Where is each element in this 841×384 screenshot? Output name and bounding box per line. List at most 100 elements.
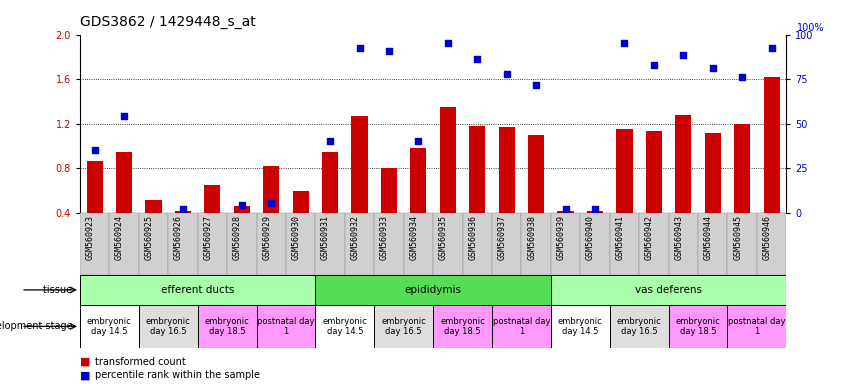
Point xyxy=(117,113,130,119)
Bar xyxy=(227,213,257,275)
Bar xyxy=(551,275,786,305)
Text: embryonic
day 18.5: embryonic day 18.5 xyxy=(675,317,721,336)
Bar xyxy=(87,161,103,213)
Point xyxy=(352,45,366,51)
Point xyxy=(382,48,395,55)
Text: GDS3862 / 1429448_s_at: GDS3862 / 1429448_s_at xyxy=(80,15,256,29)
Text: embryonic
day 18.5: embryonic day 18.5 xyxy=(440,317,485,336)
Text: percentile rank within the sample: percentile rank within the sample xyxy=(95,370,260,380)
Bar xyxy=(404,213,433,275)
Text: GSM560945: GSM560945 xyxy=(733,215,742,260)
Point xyxy=(529,82,542,88)
Bar xyxy=(705,133,721,213)
Point xyxy=(235,202,248,209)
Bar xyxy=(116,152,132,213)
Bar xyxy=(727,305,786,348)
Bar xyxy=(492,305,551,348)
Text: embryonic
day 16.5: embryonic day 16.5 xyxy=(145,317,191,336)
Text: GSM560923: GSM560923 xyxy=(86,215,94,260)
Point xyxy=(676,51,690,58)
Bar xyxy=(727,213,757,275)
Text: ■: ■ xyxy=(80,370,90,380)
Bar xyxy=(433,305,492,348)
Bar xyxy=(734,124,750,213)
Bar xyxy=(410,148,426,213)
Text: development stage: development stage xyxy=(0,321,76,331)
Text: GSM560939: GSM560939 xyxy=(557,215,565,260)
Text: vas deferens: vas deferens xyxy=(635,285,702,295)
Point xyxy=(735,74,748,80)
Bar xyxy=(463,213,492,275)
Bar xyxy=(352,116,368,213)
Bar xyxy=(639,213,669,275)
Bar xyxy=(234,207,250,213)
Bar xyxy=(558,211,574,213)
Bar xyxy=(698,213,727,275)
Point xyxy=(87,146,101,152)
Bar xyxy=(80,213,109,275)
Bar xyxy=(198,213,227,275)
Text: embryonic
day 16.5: embryonic day 16.5 xyxy=(616,317,662,336)
Bar xyxy=(646,131,662,213)
Bar xyxy=(198,305,257,348)
Bar xyxy=(374,213,404,275)
Text: GSM560938: GSM560938 xyxy=(527,215,537,260)
Bar xyxy=(168,213,198,275)
Bar xyxy=(109,213,139,275)
Point xyxy=(617,40,631,46)
Point xyxy=(264,200,278,206)
Point xyxy=(647,61,660,68)
Text: GSM560944: GSM560944 xyxy=(704,215,712,260)
Bar xyxy=(139,213,168,275)
Bar xyxy=(551,305,610,348)
Bar xyxy=(286,213,315,275)
Bar xyxy=(257,213,286,275)
Bar xyxy=(263,166,279,213)
Bar xyxy=(315,305,374,348)
Bar xyxy=(499,127,515,213)
Point xyxy=(706,65,719,71)
Bar xyxy=(293,191,309,213)
Point xyxy=(558,205,572,212)
Bar xyxy=(669,213,698,275)
Text: postnatal day
1: postnatal day 1 xyxy=(257,317,315,336)
Text: GSM560941: GSM560941 xyxy=(616,215,624,260)
Bar xyxy=(80,305,139,348)
Text: embryonic
day 14.5: embryonic day 14.5 xyxy=(322,317,368,336)
Text: GSM560942: GSM560942 xyxy=(645,215,654,260)
Text: efferent ducts: efferent ducts xyxy=(161,285,235,295)
Bar xyxy=(616,129,632,213)
Text: GSM560935: GSM560935 xyxy=(439,215,447,260)
Bar xyxy=(315,213,345,275)
Text: GSM560934: GSM560934 xyxy=(410,215,419,260)
Point xyxy=(411,137,425,144)
Bar xyxy=(139,305,198,348)
Bar xyxy=(315,275,551,305)
Bar xyxy=(433,213,463,275)
Bar xyxy=(440,107,456,213)
Point xyxy=(588,205,601,212)
Bar xyxy=(145,200,161,213)
Point xyxy=(176,205,189,212)
Text: GSM560929: GSM560929 xyxy=(262,215,271,260)
Bar xyxy=(521,213,551,275)
Text: GSM560936: GSM560936 xyxy=(468,215,478,260)
Bar xyxy=(610,213,639,275)
Point xyxy=(470,56,484,62)
Bar xyxy=(175,211,191,213)
Bar xyxy=(492,213,521,275)
Text: GSM560932: GSM560932 xyxy=(351,215,360,260)
Text: GSM560927: GSM560927 xyxy=(204,215,212,260)
Text: GSM560933: GSM560933 xyxy=(380,215,389,260)
Bar xyxy=(551,213,580,275)
Bar xyxy=(580,213,610,275)
Text: GSM560924: GSM560924 xyxy=(115,215,124,260)
Text: postnatal day
1: postnatal day 1 xyxy=(728,317,785,336)
Bar xyxy=(764,77,780,213)
Bar xyxy=(469,126,485,213)
Text: embryonic
day 18.5: embryonic day 18.5 xyxy=(204,317,250,336)
Bar xyxy=(610,305,669,348)
Text: embryonic
day 16.5: embryonic day 16.5 xyxy=(381,317,426,336)
Text: GSM560943: GSM560943 xyxy=(674,215,683,260)
Bar xyxy=(528,135,544,213)
